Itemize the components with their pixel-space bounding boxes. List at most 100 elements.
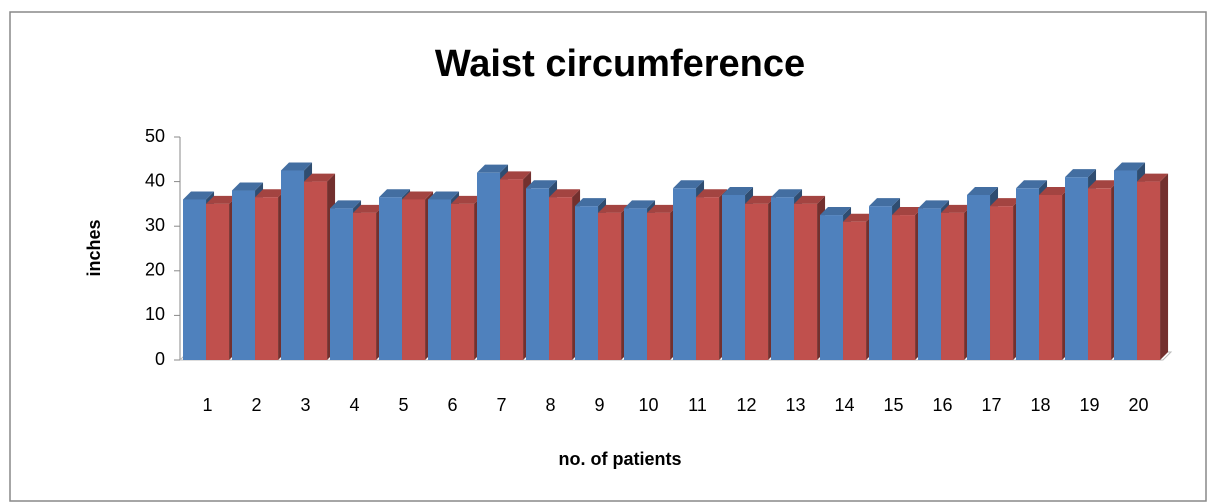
bar — [451, 203, 475, 360]
y-tick-label: 30 — [145, 215, 165, 235]
bar-top — [1039, 186, 1071, 195]
y-tick-label: 20 — [145, 260, 165, 280]
bar — [892, 215, 916, 360]
bar — [843, 221, 867, 360]
bar — [918, 208, 942, 360]
bar — [624, 208, 648, 360]
x-tick-label: 17 — [981, 395, 1001, 415]
x-tick-label: 2 — [251, 395, 261, 415]
bar-top — [990, 198, 1022, 207]
bar — [1137, 181, 1161, 360]
bar-top — [451, 195, 483, 204]
y-axis-label: inches — [84, 219, 104, 276]
bar — [869, 206, 893, 360]
bar — [526, 188, 550, 360]
bar-top — [967, 186, 999, 195]
bar-top — [206, 195, 238, 204]
bar — [477, 172, 501, 360]
bar — [1088, 188, 1112, 360]
bar — [794, 203, 818, 360]
bar-top — [771, 189, 803, 198]
bar-top — [1088, 180, 1120, 189]
bar — [696, 197, 720, 360]
bar-top — [696, 189, 728, 198]
x-tick-label: 20 — [1128, 395, 1148, 415]
x-tick-label: 12 — [736, 395, 756, 415]
bar — [1065, 177, 1089, 360]
x-tick-label: 10 — [638, 395, 658, 415]
bar — [183, 199, 207, 360]
bar — [722, 194, 746, 360]
x-tick-label: 5 — [398, 395, 408, 415]
bar-top — [379, 189, 411, 198]
bar — [1039, 194, 1063, 360]
bar-top — [820, 207, 852, 216]
bar-top — [255, 189, 287, 198]
x-tick-label: 7 — [496, 395, 506, 415]
bar — [673, 188, 697, 360]
bar-top — [477, 164, 509, 173]
bar-top — [402, 191, 434, 200]
x-tick-label: 4 — [349, 395, 359, 415]
bar — [941, 212, 965, 360]
x-tick-label: 14 — [834, 395, 854, 415]
bar-top — [745, 195, 777, 204]
bar-top — [304, 173, 336, 182]
chart-title: Waist circumference — [435, 43, 805, 85]
bar — [1114, 170, 1138, 360]
bar — [549, 197, 573, 360]
x-tick-label: 3 — [300, 395, 310, 415]
bar-top — [1137, 173, 1169, 182]
y-tick-label: 40 — [145, 170, 165, 190]
x-tick-label: 15 — [883, 395, 903, 415]
x-tick-label: 8 — [545, 395, 555, 415]
bar-top — [869, 198, 901, 207]
x-tick-label: 6 — [447, 395, 457, 415]
bar-top — [794, 195, 826, 204]
bar-top — [232, 182, 264, 191]
bar-top — [722, 186, 754, 195]
bar-top — [353, 204, 385, 213]
bar — [304, 181, 328, 360]
bar-top — [918, 200, 950, 209]
y-tick-label: 0 — [155, 349, 165, 369]
x-tick-label: 9 — [594, 395, 604, 415]
bar — [255, 197, 279, 360]
bar — [990, 206, 1014, 360]
bar-top — [330, 200, 362, 209]
bar — [379, 197, 403, 360]
bar-top — [647, 204, 679, 213]
x-tick-label: 16 — [932, 395, 952, 415]
x-tick-label: 19 — [1079, 395, 1099, 415]
bar-top — [624, 200, 656, 209]
y-tick-label: 10 — [145, 304, 165, 324]
bar — [575, 206, 599, 360]
bar-top — [281, 162, 313, 171]
bar-top — [1065, 169, 1097, 178]
bar-top — [843, 213, 875, 222]
bar — [745, 203, 769, 360]
bar — [500, 179, 524, 360]
bar — [428, 199, 452, 360]
x-tick-label: 13 — [785, 395, 805, 415]
bar-top — [1114, 162, 1146, 171]
bar-top — [892, 207, 924, 216]
bar — [353, 212, 377, 360]
bar — [647, 212, 671, 360]
bar — [402, 199, 426, 360]
bar — [771, 197, 795, 360]
bar-top — [549, 189, 581, 198]
x-tick-label: 1 — [202, 395, 212, 415]
bar — [820, 215, 844, 360]
bar-top — [598, 204, 630, 213]
x-tick-label: 18 — [1030, 395, 1050, 415]
bar-top — [941, 204, 973, 213]
bar-top — [500, 171, 532, 180]
x-tick-label: 11 — [688, 395, 707, 415]
bar-top — [428, 191, 460, 200]
bar — [206, 203, 230, 360]
bar — [281, 170, 305, 360]
bar-top — [575, 198, 607, 207]
